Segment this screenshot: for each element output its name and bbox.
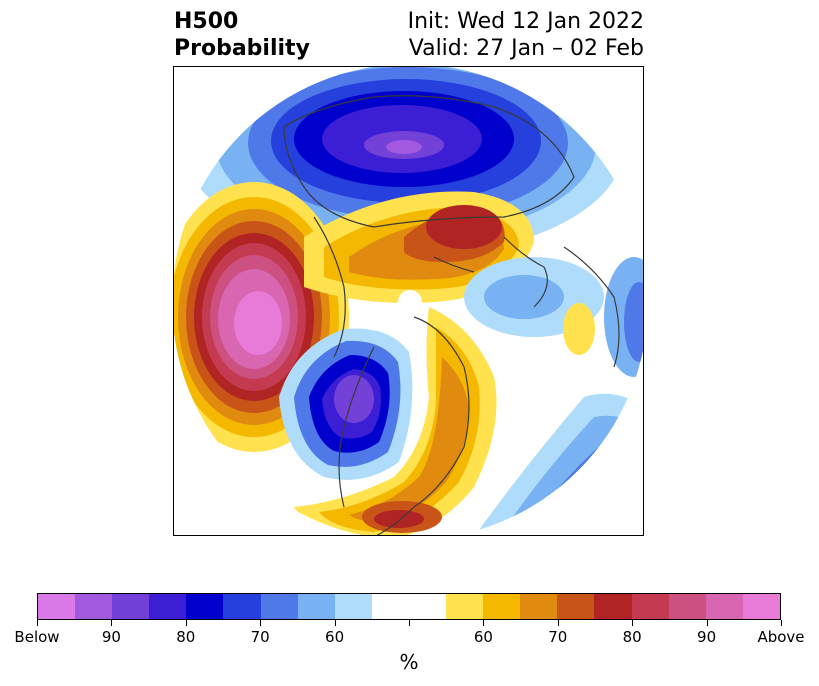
title-variable: H500 xyxy=(174,9,239,34)
anomaly-fields xyxy=(174,67,643,535)
colorbar-swatch xyxy=(149,594,187,619)
polar-map xyxy=(173,66,644,536)
colorbar-tick-label: 70 xyxy=(548,628,568,646)
anomaly-eastern-us xyxy=(294,307,497,535)
colorbar-tick xyxy=(37,620,38,626)
init-date: Init: Wed 12 Jan 2022 xyxy=(407,9,644,34)
colorbar-swatch xyxy=(705,594,743,619)
colorbar-swatch xyxy=(520,594,558,619)
colorbar-tick-label: 60 xyxy=(473,628,493,646)
colorbar-swatch xyxy=(594,594,632,619)
colorbar-swatch xyxy=(371,594,409,619)
colorbar-swatch xyxy=(260,594,298,619)
colorbar-tick-label: Below xyxy=(14,628,60,646)
colorbar-tick-label: 90 xyxy=(697,628,717,646)
map-title: H500 Probability xyxy=(174,8,310,62)
colorbar-tick-label: 70 xyxy=(250,628,270,646)
coastlines xyxy=(283,95,620,535)
colorbar-tick xyxy=(334,620,336,626)
map-dates: Init: Wed 12 Jan 2022 Valid: 27 Jan – 02… xyxy=(408,8,644,62)
map-canvas xyxy=(174,67,643,535)
colorbar-tick-label: 80 xyxy=(622,628,642,646)
colorbar-tick-label: Above xyxy=(757,628,805,646)
colorbar-tick xyxy=(632,620,634,626)
colorbar-tick xyxy=(781,620,782,626)
colorbar-swatch xyxy=(668,594,706,619)
colorbar-unit: % xyxy=(399,650,419,674)
valid-range: Valid: 27 Jan – 02 Feb xyxy=(408,36,644,61)
colorbar-tick-label: 80 xyxy=(176,628,196,646)
colorbar-tick-label: 90 xyxy=(101,628,121,646)
colorbar-tick-label: 60 xyxy=(325,628,345,646)
colorbar-swatch xyxy=(408,594,447,619)
colorbar-tick xyxy=(185,620,187,626)
colorbar-swatch xyxy=(297,594,335,619)
colorbar-swatch xyxy=(334,594,372,619)
colorbar-swatch xyxy=(483,594,521,619)
anomaly-canada xyxy=(279,328,413,480)
colorbar-swatch xyxy=(186,594,224,619)
colorbar xyxy=(37,593,781,620)
anomaly-mediterranean xyxy=(563,303,595,355)
colorbar-tick xyxy=(706,620,708,626)
colorbar-tick xyxy=(111,620,113,626)
colorbar-swatch xyxy=(223,594,261,619)
colorbar-tick xyxy=(260,620,262,626)
colorbar-swatch xyxy=(557,594,595,619)
colorbar-tick xyxy=(483,620,485,626)
colorbar-swatch xyxy=(112,594,150,619)
colorbar-swatch xyxy=(75,594,113,619)
title-product: Probability xyxy=(174,36,310,61)
colorbar-tick xyxy=(409,620,410,626)
colorbar-swatch xyxy=(631,594,669,619)
colorbar-tick xyxy=(557,620,559,626)
pole-dot xyxy=(398,290,422,314)
colorbar-swatch xyxy=(742,594,780,619)
colorbar-swatch xyxy=(38,594,76,619)
colorbar-swatch xyxy=(446,594,484,619)
